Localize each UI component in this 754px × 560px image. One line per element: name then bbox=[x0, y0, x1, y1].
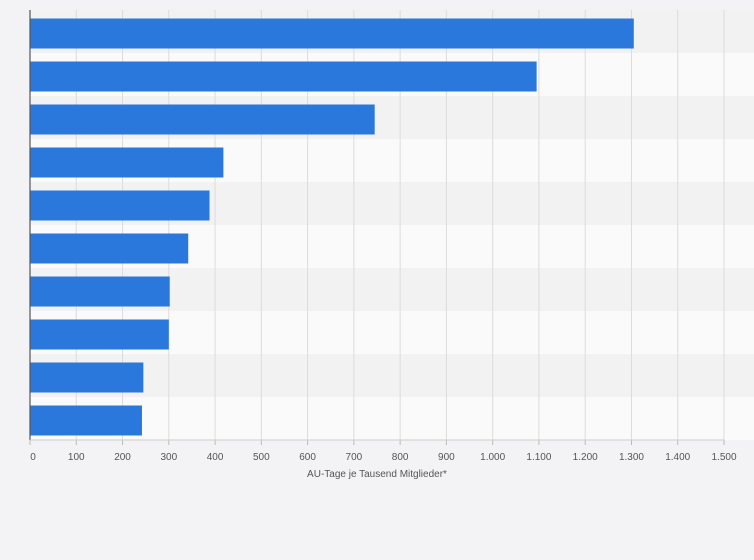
row-band bbox=[30, 354, 754, 397]
x-tick-label: 200 bbox=[114, 452, 131, 463]
bar bbox=[30, 61, 537, 92]
axes bbox=[29, 10, 724, 441]
x-tick-label: 500 bbox=[253, 452, 270, 463]
x-tick-label: 600 bbox=[299, 452, 316, 463]
x-tick-label: 1.000 bbox=[480, 452, 505, 463]
x-tick-label: 900 bbox=[438, 452, 455, 463]
x-axis-title: AU-Tage je Tausend Mitglieder* bbox=[307, 469, 447, 480]
bar bbox=[30, 18, 634, 49]
gridlines bbox=[29, 10, 725, 445]
bar bbox=[30, 147, 224, 178]
x-tick-label: 300 bbox=[160, 452, 177, 463]
x-tick-labels: 0 100 200 300 400 500 600 700 800 900 1.000 1.100 1.… bbox=[30, 452, 737, 463]
bar bbox=[30, 276, 170, 307]
bar bbox=[30, 190, 210, 221]
x-tick-label: 1.400 bbox=[665, 452, 690, 463]
x-tick-label: 1.200 bbox=[573, 452, 598, 463]
bars bbox=[30, 18, 634, 436]
x-tick-label: 800 bbox=[392, 452, 409, 463]
x-tick-label: 1.300 bbox=[619, 452, 644, 463]
bar bbox=[30, 405, 142, 436]
x-tick-label: 1.100 bbox=[526, 452, 551, 463]
bar bbox=[30, 319, 169, 350]
x-tick-label: 400 bbox=[207, 452, 224, 463]
x-tick-label: 100 bbox=[68, 452, 85, 463]
bar bbox=[30, 104, 375, 135]
x-tick-label: 1.500 bbox=[711, 452, 736, 463]
x-tick-label: 700 bbox=[346, 452, 363, 463]
row-band bbox=[30, 397, 754, 440]
bar bbox=[30, 362, 144, 393]
x-tick-label: 0 bbox=[30, 452, 36, 463]
bar bbox=[30, 233, 189, 264]
